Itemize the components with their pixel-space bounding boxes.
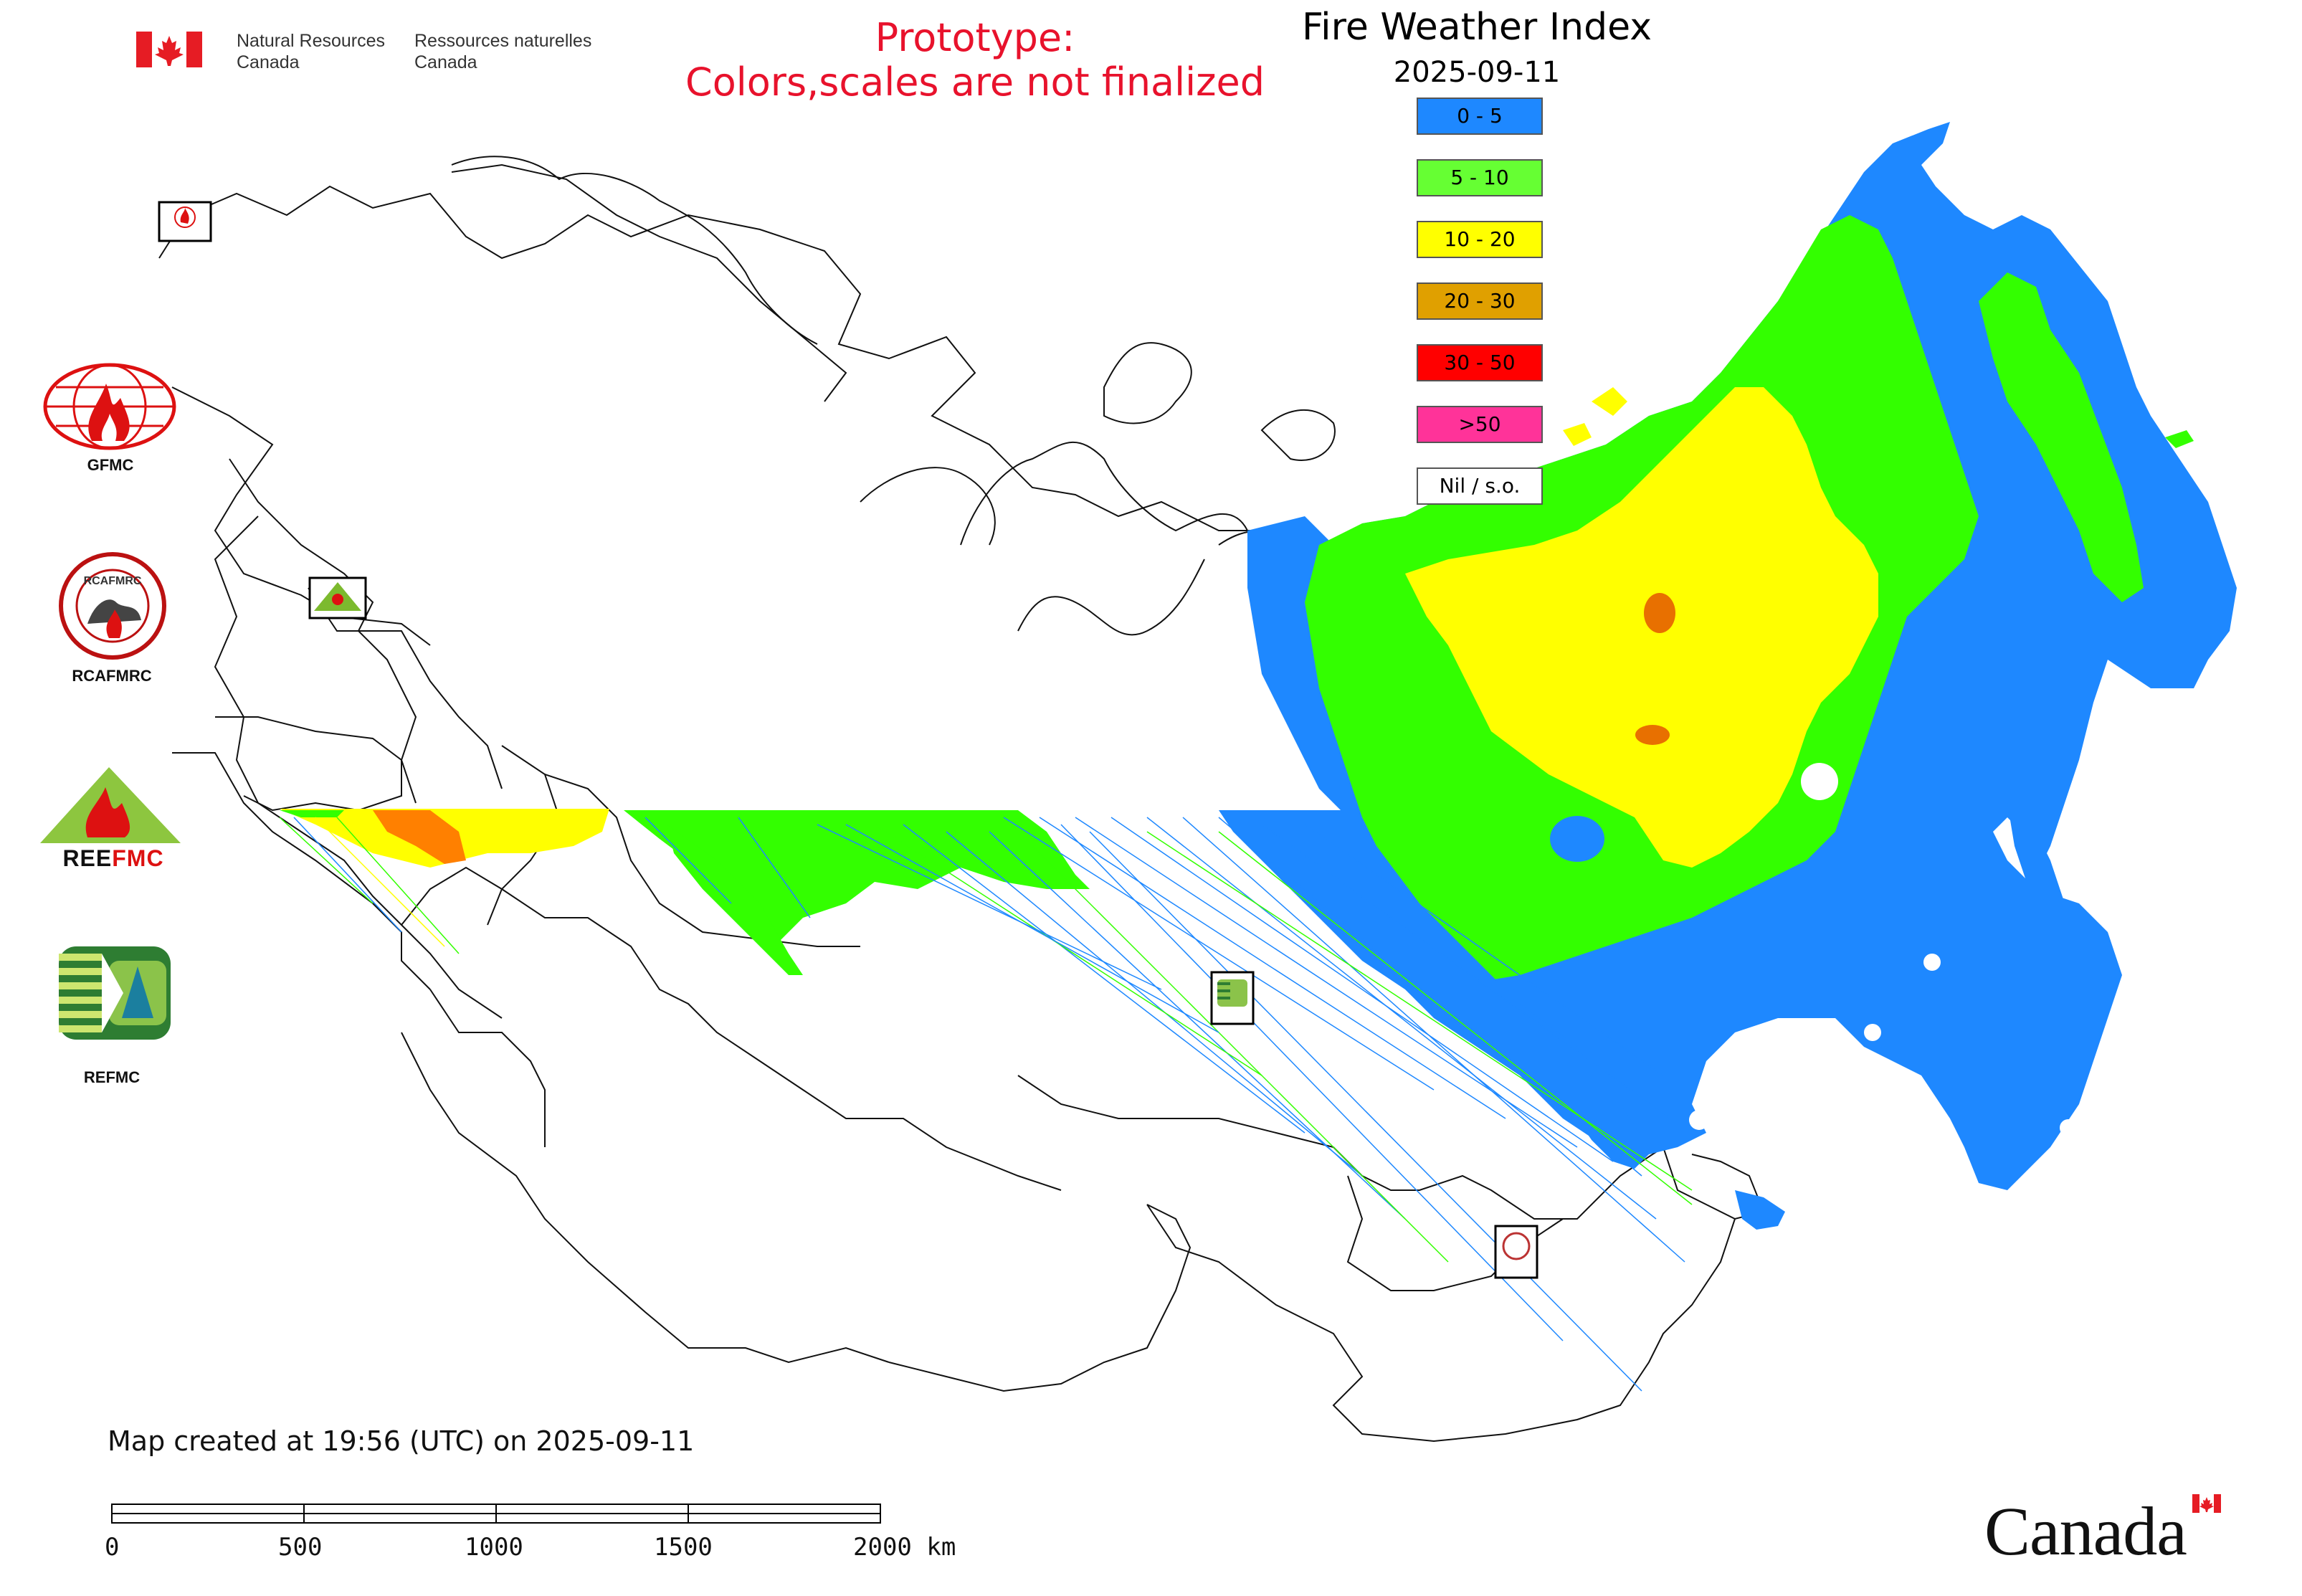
scale-label: 1500 <box>654 1533 713 1562</box>
fwi-zone-10-20 <box>1405 387 1878 868</box>
fwi-island-sakhalin <box>2007 803 2065 932</box>
fwi-island-arctic <box>1592 387 1627 416</box>
gfmc-logo-icon <box>43 363 176 450</box>
canada-wordmark-flag-icon <box>2192 1494 2221 1513</box>
reefmc-logo: REEFMC <box>37 766 191 873</box>
nil-spot <box>1864 1024 1881 1041</box>
rcafmrc-label: RCAFMRC <box>72 667 152 685</box>
legend-item: 0 - 5 <box>1417 98 1543 135</box>
scale-label: 0 <box>105 1533 120 1562</box>
fwi-zone-5-10-kamchatka <box>1979 272 2144 602</box>
nil-spot <box>1923 954 1941 971</box>
fwi-band-blue <box>1219 810 1649 1147</box>
legend-item: Nil / s.o. <box>1417 467 1543 505</box>
rcafmrc-logo: RCAFMRC <box>59 552 166 660</box>
gfmc-label: GFMC <box>87 456 134 474</box>
fwi-island-hokkaido <box>1735 1190 1785 1230</box>
fwi-zone-20-30-b <box>1635 725 1670 745</box>
scale-bar <box>111 1504 881 1524</box>
nil-spot <box>1801 763 1838 800</box>
fwi-band-orange <box>373 810 466 864</box>
legend-item: 30 - 50 <box>1417 344 1543 381</box>
rcafmrc-logo-icon: RCAFMRC <box>59 552 166 660</box>
prototype-notice: Prototype: Colors,scales are not finaliz… <box>685 15 1265 105</box>
org-name-en: Natural Resources Canada <box>237 31 386 72</box>
map-markers <box>158 201 1538 1279</box>
fwi-streaks <box>279 817 1693 1392</box>
nil-spot <box>2060 1119 2077 1136</box>
fwi-zone-20-30-a <box>1644 593 1675 633</box>
canada-flag-icon <box>136 32 202 67</box>
fwi-lake-blue <box>1550 816 1604 862</box>
fwi-raster <box>280 122 2237 1230</box>
svg-text:REEFMC: REEFMC <box>62 845 163 871</box>
scale-label: 1000 <box>465 1533 523 1562</box>
legend-title: Fire Weather Index <box>1302 6 1652 49</box>
arctic-coastline <box>451 156 1336 636</box>
fwi-island-arctic <box>2165 430 2194 448</box>
gfmc-logo <box>42 362 178 455</box>
scale-label: 500 <box>278 1533 323 1562</box>
fwi-island-arctic <box>1563 423 1592 446</box>
legend-item: 5 - 10 <box>1417 159 1543 196</box>
reefmc-logo-icon: REEFMC <box>40 767 181 871</box>
rcafmrc-map-marker <box>1494 1225 1538 1279</box>
svg-text:RCAFMRC: RCAFMRC <box>84 575 142 587</box>
scale-label: 2000 km <box>853 1533 956 1562</box>
fwi-band-green-strips <box>667 825 803 975</box>
refmc-logo-icon <box>59 946 171 1040</box>
legend-date: 2025-09-11 <box>1393 56 1561 89</box>
canada-wordmark: Canada <box>1984 1491 2221 1571</box>
refmc-label: REFMC <box>83 1068 141 1086</box>
legend-item: >50 <box>1417 406 1543 443</box>
org-name-fr: Ressources naturelles Canada <box>414 31 592 72</box>
nil-spot <box>1689 1110 1709 1130</box>
legend-item: 20 - 30 <box>1417 282 1543 320</box>
legend-item: 10 - 20 <box>1417 221 1543 258</box>
map-created-timestamp: Map created at 19:56 (UTC) on 2025-09-11 <box>108 1425 695 1457</box>
refmc-logo <box>59 946 171 1040</box>
fwi-band-green <box>624 810 1090 946</box>
fwi-band-green-west <box>280 810 344 817</box>
